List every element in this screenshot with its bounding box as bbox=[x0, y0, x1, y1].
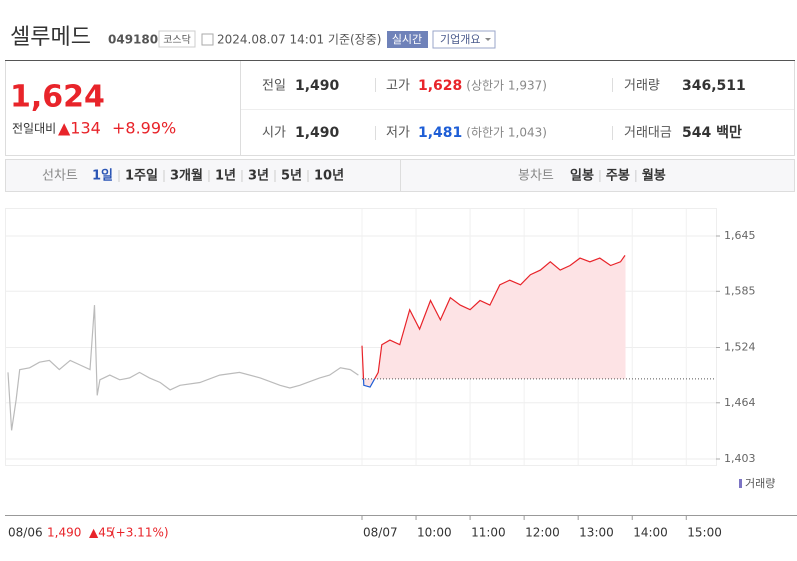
x-tick-label: 10:00 bbox=[417, 526, 452, 540]
info-label: 전일 bbox=[262, 79, 286, 94]
info-value: 1,628 bbox=[418, 78, 462, 94]
info-label: 저가 bbox=[386, 126, 410, 141]
x-tick-label: 13:00 bbox=[579, 526, 614, 540]
price-line bbox=[7, 305, 359, 431]
info-value: 544 백만 bbox=[682, 125, 742, 141]
y-tick-label: 1,585 bbox=[724, 284, 756, 297]
period-tab[interactable]: 일봉 bbox=[570, 169, 594, 184]
area-fill bbox=[362, 255, 626, 388]
info-note: (하한가 1,043) bbox=[466, 126, 547, 140]
summary-box bbox=[5, 60, 795, 156]
realtime-badge bbox=[387, 31, 428, 48]
x-tick-label: 11:00 bbox=[471, 526, 506, 540]
y-tick-label: 1,524 bbox=[724, 341, 756, 354]
x-tick-label: 12:00 bbox=[525, 526, 560, 540]
period-tab[interactable]: 주봉 bbox=[606, 169, 630, 184]
x-tick-label: 14:00 bbox=[633, 526, 668, 540]
rate: +8.99% bbox=[112, 119, 176, 138]
footer-date: 08/06 bbox=[8, 526, 43, 540]
info-label: 거래대금 bbox=[624, 126, 672, 141]
stock-code: 049180 bbox=[108, 33, 158, 47]
period-tab[interactable]: 10년 bbox=[314, 169, 344, 184]
y-tick-label: 1,464 bbox=[724, 396, 756, 409]
period-tab[interactable]: 1년 bbox=[215, 169, 236, 184]
change-label: 전일대비 bbox=[12, 122, 56, 136]
market-badge bbox=[158, 30, 196, 48]
footer-rate: (+3.11%) bbox=[111, 526, 169, 540]
realtime: 실시간 bbox=[392, 33, 422, 46]
info-label: 시가 bbox=[262, 126, 286, 141]
y-tick-label: 1,645 bbox=[724, 229, 756, 242]
y-tick-label: 1,403 bbox=[724, 452, 756, 465]
info-label: 거래량 bbox=[624, 79, 660, 94]
time: 2024.08.07 14:01 기준(장중) bbox=[217, 33, 381, 47]
info-value: 1,481 bbox=[418, 125, 462, 141]
stock-name: 셀루메드 bbox=[10, 25, 91, 50]
dropdown-arrow bbox=[485, 38, 491, 41]
x-tick-label: 08/07 bbox=[363, 526, 398, 540]
period-tab[interactable]: 3개월 bbox=[170, 168, 203, 184]
price: 1,624 bbox=[10, 80, 105, 115]
overview-button[interactable] bbox=[432, 30, 496, 49]
x-tick-label: 15:00 bbox=[687, 526, 722, 540]
volume-legend: 거래량 bbox=[745, 477, 775, 490]
period-tab[interactable]: 1주일 bbox=[125, 169, 158, 184]
period-tab[interactable]: 1일 bbox=[92, 169, 113, 184]
period-tab[interactable]: 5년 bbox=[281, 169, 302, 184]
info-value: 346,511 bbox=[682, 78, 746, 94]
candle-chart-label: 봉차트 bbox=[518, 169, 554, 184]
period-tab[interactable]: 월봉 bbox=[642, 168, 666, 184]
price-line bbox=[361, 255, 626, 379]
market: 코스닥 bbox=[163, 34, 191, 46]
change: ▲134 bbox=[58, 119, 101, 138]
line-chart-label: 선차트 bbox=[42, 169, 78, 184]
footer-change: ▲45 bbox=[89, 526, 114, 540]
period-tab[interactable]: 3년 bbox=[248, 169, 269, 184]
calendar-icon bbox=[201, 33, 214, 46]
info-value: 1,490 bbox=[295, 78, 340, 94]
overview[interactable]: 기업개요 bbox=[440, 33, 480, 46]
info-label: 고가 bbox=[386, 79, 410, 94]
info-value: 1,490 bbox=[295, 125, 340, 141]
info-note: (상한가 1,937) bbox=[466, 79, 547, 93]
footer-close: 1,490 bbox=[47, 526, 81, 540]
plot-frame bbox=[5, 208, 717, 466]
volume-legend-swatch bbox=[739, 479, 742, 488]
